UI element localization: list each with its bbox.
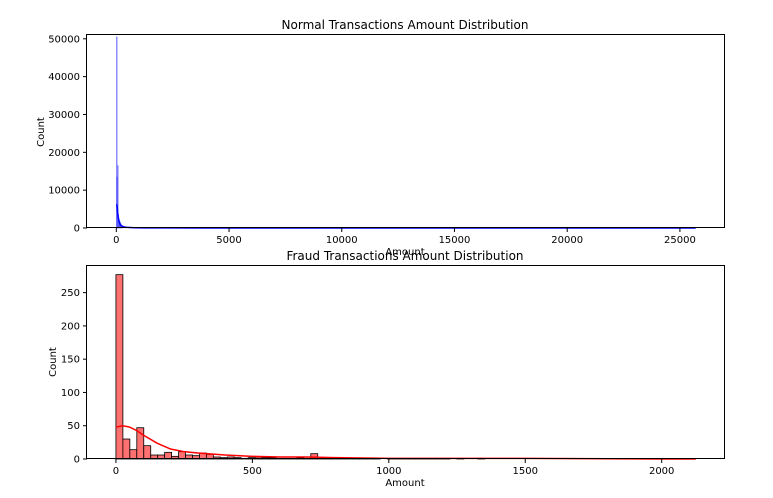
y-tick-label: 250 — [61, 288, 80, 299]
y-tick-label: 0 — [74, 455, 80, 466]
y-tick-label: 50 — [67, 421, 80, 432]
x-tick-label: 0 — [113, 466, 119, 477]
kde-layer — [115, 204, 696, 229]
x-tick-label: 25000 — [664, 235, 696, 246]
x-tick-label: 5000 — [216, 235, 241, 246]
x-tick-layer: 0 500 1000 1500 2000 — [113, 459, 674, 477]
y-tick-label: 100 — [61, 388, 80, 399]
kde-line — [115, 204, 696, 229]
histogram-bar — [143, 445, 152, 460]
y-axis-label: Count — [48, 347, 59, 377]
x-tick-label: 1500 — [513, 466, 538, 477]
chart-title: Normal Transactions Amount Distribution — [282, 18, 529, 32]
histogram-bar — [129, 449, 138, 460]
x-tick-label: 20000 — [551, 235, 583, 246]
y-axis-label: Count — [36, 117, 47, 147]
histogram-bar — [115, 274, 124, 460]
x-tick-label: 2000 — [649, 466, 674, 477]
x-tick-label: 0 — [113, 235, 119, 246]
x-tick-label: 500 — [243, 466, 262, 477]
plot-frame — [86, 265, 725, 459]
y-tick-label: 30000 — [48, 110, 80, 121]
kde-line — [115, 424, 696, 460]
chart-normal: Normal Transactions Amount Distribution … — [36, 18, 725, 258]
x-axis-label: Amount — [385, 478, 424, 489]
y-tick-label: 150 — [61, 355, 80, 366]
kde-layer — [115, 424, 696, 460]
x-tick-label: 15000 — [439, 235, 471, 246]
y-tick-label: 10000 — [48, 186, 80, 197]
x-tick-label: 10000 — [326, 235, 358, 246]
bar-layer — [116, 36, 343, 229]
bar-layer — [115, 274, 486, 460]
y-tick-label: 0 — [74, 224, 80, 235]
histogram-bar — [122, 438, 131, 460]
x-axis-label: Amount — [385, 247, 424, 258]
histogram-bar — [178, 451, 186, 460]
y-tick-layer: 0 50 100 150 200 250 — [61, 288, 87, 466]
plot-frame — [86, 34, 725, 228]
y-tick-layer: 0 10000 20000 30000 40000 50000 — [48, 34, 87, 235]
x-tick-layer: 0 5000 10000 15000 20000 25000 — [113, 228, 696, 246]
y-tick-label: 200 — [61, 321, 80, 332]
y-tick-label: 20000 — [48, 148, 80, 159]
y-tick-label: 50000 — [48, 34, 80, 45]
x-tick-label: 1000 — [376, 466, 401, 477]
y-tick-label: 40000 — [48, 72, 80, 83]
chart-fraud: Fraud Transactions Amount Distribution C… — [48, 249, 725, 489]
chart-title: Fraud Transactions Amount Distribution — [286, 249, 523, 263]
